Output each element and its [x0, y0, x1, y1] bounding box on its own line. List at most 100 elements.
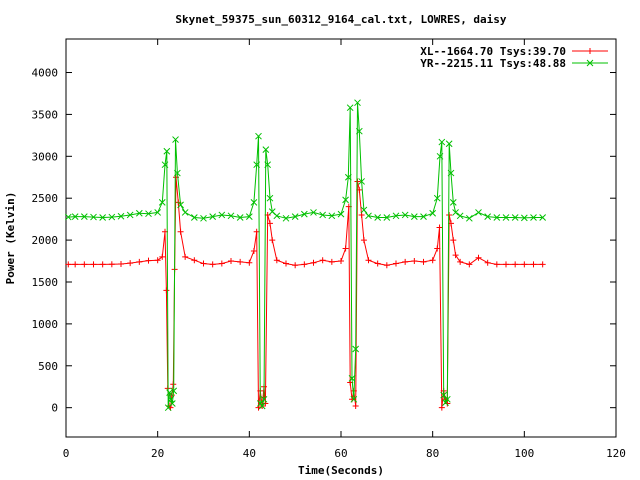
data-point: [411, 258, 418, 265]
data-point: [360, 206, 368, 214]
data-point: [65, 261, 72, 268]
data-point: [246, 259, 253, 266]
data-point: [262, 146, 270, 153]
data-point: [159, 253, 166, 260]
data-point: [420, 258, 427, 265]
data-point: [260, 395, 268, 403]
data-point: [436, 224, 443, 231]
data-point: [218, 211, 226, 219]
x-axis: 0 20 40 60 80 100 120: [63, 39, 626, 460]
data-point: [512, 261, 519, 268]
data-point: [71, 213, 79, 220]
data-point: [493, 214, 501, 221]
data-point: [352, 402, 359, 409]
data-point: [443, 395, 451, 403]
data-point: [358, 211, 365, 218]
data-point: [300, 210, 308, 218]
data-point: [503, 261, 509, 268]
data-point: [145, 257, 152, 264]
data-point: [520, 214, 528, 222]
data-point: [301, 261, 308, 268]
x-tick-label: 60: [334, 447, 347, 460]
data-point: [328, 212, 336, 220]
data-point: [282, 214, 290, 222]
data-point: [250, 247, 257, 254]
y-tick-label: 1000: [32, 318, 59, 331]
data-point: [245, 213, 253, 220]
data-point: [266, 220, 273, 227]
y-tick-label: 2000: [32, 234, 59, 247]
data-point: [292, 262, 299, 269]
data-point: [342, 245, 349, 252]
data-point: [177, 201, 184, 209]
data-point: [337, 210, 345, 218]
series-line-1: [68, 102, 543, 408]
data-point: [168, 400, 176, 407]
data-point: [521, 261, 528, 268]
data-point: [438, 138, 446, 146]
x-tick-label: 80: [426, 447, 439, 460]
data-point: [161, 161, 169, 169]
data-point: [530, 214, 537, 221]
data-point: [167, 395, 175, 403]
data-point: [64, 213, 72, 221]
data-point: [354, 99, 361, 107]
data-point: [493, 261, 500, 268]
data-point: [269, 237, 276, 244]
chart-title: Skynet_59375_sun_60312_9164_cal.txt, LOW…: [175, 13, 507, 26]
x-tick-label: 40: [243, 447, 256, 460]
x-tick-label: 20: [151, 447, 164, 460]
data-point: [452, 252, 459, 259]
data-point: [354, 178, 361, 185]
data-point: [108, 213, 116, 221]
data-point: [383, 262, 390, 269]
data-point: [511, 214, 519, 221]
data-point: [127, 260, 134, 267]
data-point: [374, 260, 381, 267]
data-point: [449, 199, 457, 206]
data-point: [434, 245, 441, 252]
data-point: [154, 209, 162, 216]
data-point: [344, 173, 352, 181]
data-point: [200, 214, 207, 222]
legend: XL--1664.70 Tsys:39.70 YR--2215.11 Tsys:…: [420, 45, 608, 70]
x-axis-label: Time(Seconds): [298, 464, 384, 477]
data-point: [273, 212, 281, 220]
data-point: [177, 228, 184, 235]
data-point: [191, 257, 198, 264]
legend-marker: [587, 48, 593, 54]
data-point: [218, 260, 225, 267]
data-point: [166, 389, 173, 396]
data-point: [420, 213, 427, 220]
data-point: [328, 258, 335, 265]
y-tick-label: 1500: [32, 276, 59, 289]
data-point: [352, 345, 360, 353]
data-point: [181, 209, 189, 216]
data-point: [253, 161, 261, 169]
data-point: [108, 261, 115, 268]
data-point: [174, 169, 181, 177]
y-axis-label: Power (Kelvin): [4, 192, 17, 285]
data-point: [99, 214, 107, 221]
y-tick-label: 2500: [32, 192, 59, 205]
data-point: [255, 132, 262, 140]
data-point: [452, 209, 459, 216]
data-point: [445, 140, 453, 148]
data-point: [310, 209, 317, 216]
data-point: [90, 213, 97, 221]
y-tick-label: 3500: [32, 108, 59, 121]
data-point: [484, 213, 492, 220]
series-layer: [64, 99, 547, 412]
legend-entry-xl: XL--1664.70 Tsys:39.70: [420, 45, 608, 58]
series-0: [65, 174, 546, 411]
data-point: [264, 161, 272, 169]
data-point: [502, 214, 510, 221]
data-point: [457, 258, 464, 265]
data-point: [350, 395, 358, 403]
data-point: [81, 261, 88, 268]
data-point: [374, 214, 382, 221]
data-point: [291, 213, 299, 220]
data-point: [393, 260, 399, 267]
data-point: [80, 213, 88, 220]
